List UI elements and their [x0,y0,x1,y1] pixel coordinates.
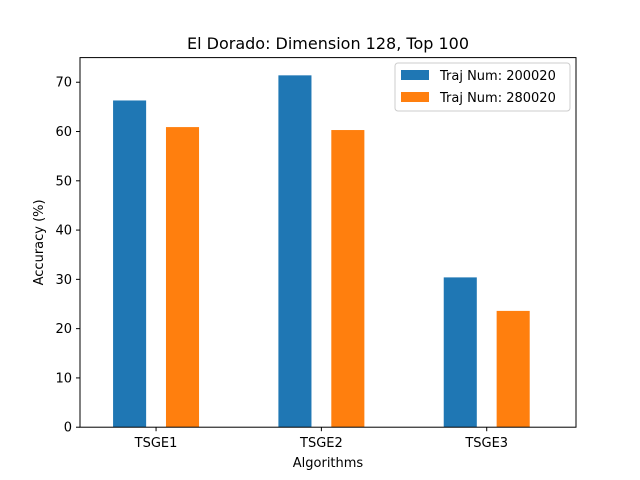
y-tick-label: 30 [55,273,72,288]
bar-tsge3-series-2 [496,310,530,428]
x-axis-ticks: TSGE1 TSGE2 TSGE3 [134,427,508,451]
y-tick-label: 40 [55,224,72,239]
bar-tsge1-series-2 [165,127,200,428]
legend-label-series-1: Traj Num: 200020 [439,69,556,84]
y-tick-label: 10 [55,371,72,386]
x-tick-label: TSGE3 [464,436,508,451]
y-tick-label: 70 [55,76,72,91]
y-tick-label: 60 [55,125,72,140]
legend-box [394,62,571,112]
legend-swatch-series-1 [401,70,429,80]
bar-tsge1-series-1 [113,100,147,428]
plot-frame [79,57,577,428]
chart-title: El Dorado: Dimension 128, Top 100 [187,34,469,53]
x-tick-label: TSGE1 [134,436,178,451]
y-axis-ticks: 0 10 20 30 40 50 60 70 [55,76,80,436]
legend-swatch-series-2 [401,92,429,102]
bar-tsge3-series-1 [443,277,477,428]
y-axis-label: Accuracy (%) [32,199,47,285]
y-tick-label: 50 [55,174,72,189]
bar-tsge2-series-1 [278,75,312,428]
legend-label-series-2: Traj Num: 280020 [439,91,556,106]
legend: Traj Num: 200020 Traj Num: 280020 [394,62,571,112]
bars-group [113,75,530,428]
y-tick-label: 0 [64,421,72,436]
bar-tsge2-series-2 [331,130,365,428]
x-tick-label: TSGE2 [299,436,343,451]
x-axis-label: Algorithms [293,456,364,471]
y-tick-label: 20 [55,322,72,337]
